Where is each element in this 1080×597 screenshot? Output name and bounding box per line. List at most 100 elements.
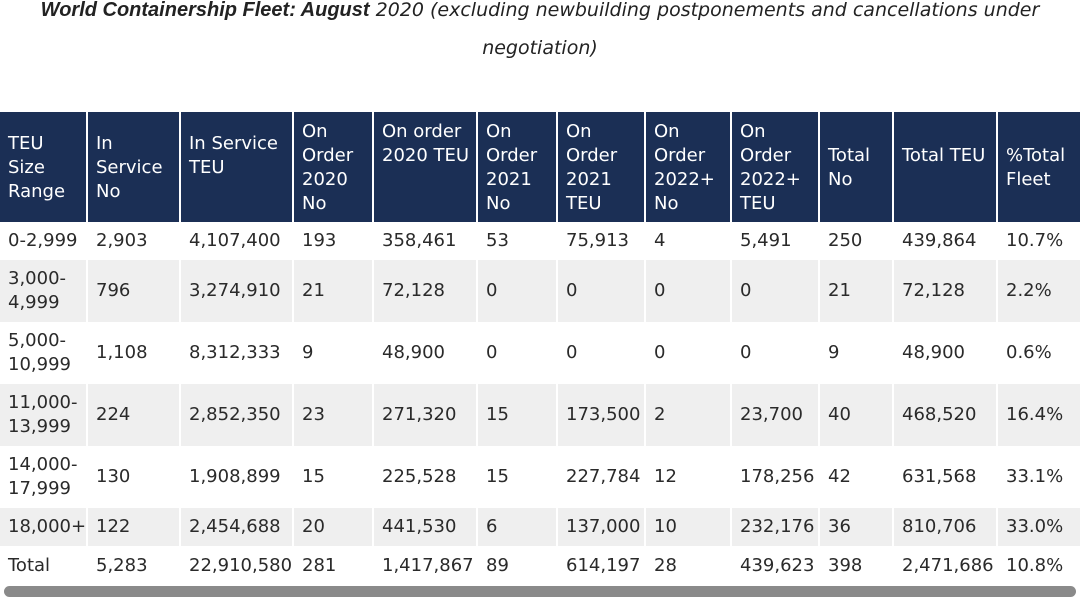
header-label: TEU Size Range xyxy=(8,133,66,202)
cell-value: 9 xyxy=(293,322,374,384)
cell-value: 8,312,333 xyxy=(180,322,294,384)
header-row: TEU Size Range In Service No In Service … xyxy=(0,112,1080,222)
cell-value: 796 xyxy=(87,260,181,322)
horizontal-scrollbar[interactable] xyxy=(4,586,1076,597)
cell-value: 178,256 xyxy=(731,446,820,508)
cell-value: 398 xyxy=(819,546,894,586)
cell-value: 2.2% xyxy=(997,260,1080,322)
cell-value: 42 xyxy=(819,446,894,508)
cell-value: 358,461 xyxy=(373,222,478,260)
cell-value: 72,128 xyxy=(373,260,478,322)
cell-value: 614,197 xyxy=(557,546,646,586)
cell-value: 4 xyxy=(645,222,732,260)
cell-value: 810,706 xyxy=(893,508,998,546)
table-row: 11,000-13,999 224 2,852,350 23 271,320 1… xyxy=(0,384,1080,446)
header-total-teu: Total TEU xyxy=(893,112,998,222)
header-teu-size-range: TEU Size Range xyxy=(0,112,88,222)
cell-value: 72,128 xyxy=(893,260,998,322)
cell-value: 441,530 xyxy=(373,508,478,546)
cell-value: 173,500 xyxy=(557,384,646,446)
header-total-no: Total No xyxy=(819,112,894,222)
title-line-2: negotiation) xyxy=(482,37,598,59)
cell-value: 89 xyxy=(477,546,558,586)
table-row: 3,000-4,999 796 3,274,910 21 72,128 0 0 … xyxy=(0,260,1080,322)
cell-value: 10.8% xyxy=(997,546,1080,586)
cell-value: 2,852,350 xyxy=(180,384,294,446)
cell-size-range: 11,000-13,999 xyxy=(0,384,88,446)
table-row: 18,000+ 122 2,454,688 20 441,530 6 137,0… xyxy=(0,508,1080,546)
fleet-table: TEU Size Range In Service No In Service … xyxy=(0,112,1080,586)
cell-value: 75,913 xyxy=(557,222,646,260)
cell-value: 9 xyxy=(819,322,894,384)
header-label: In Service No xyxy=(96,133,163,202)
cell-value: 48,900 xyxy=(893,322,998,384)
header-label: On order 2020 TEU xyxy=(382,121,470,166)
cell-value: 631,568 xyxy=(893,446,998,508)
cell-value: 10.7% xyxy=(997,222,1080,260)
title-bold-part: World Containership Fleet: August xyxy=(40,0,370,21)
cell-value: 0 xyxy=(477,260,558,322)
cell-value: 193 xyxy=(293,222,374,260)
cell-value: 21 xyxy=(293,260,374,322)
cell-value: 122 xyxy=(87,508,181,546)
cell-value: 271,320 xyxy=(373,384,478,446)
cell-value: 439,864 xyxy=(893,222,998,260)
cell-value: 15 xyxy=(477,384,558,446)
cell-value: 5,283 xyxy=(87,546,181,586)
cell-value: 33.0% xyxy=(997,508,1080,546)
cell-value: 36 xyxy=(819,508,894,546)
header-on-order-2022-no: On Order 2022+ No xyxy=(645,112,732,222)
header-on-order-2020-teu: On order 2020 TEU xyxy=(373,112,478,222)
header-label: On Order 2021 TEU xyxy=(566,121,618,214)
cell-value: 0 xyxy=(645,322,732,384)
cell-value: 1,108 xyxy=(87,322,181,384)
cell-value: 0 xyxy=(477,322,558,384)
cell-size-range: 18,000+ xyxy=(0,508,88,546)
header-in-service-teu: In Service TEU xyxy=(180,112,294,222)
header-label: Total TEU xyxy=(902,145,986,166)
cell-value: 468,520 xyxy=(893,384,998,446)
cell-total-label: Total xyxy=(0,546,88,586)
cell-value: 232,176 xyxy=(731,508,820,546)
cell-value: 48,900 xyxy=(373,322,478,384)
header-label: On Order 2022+ TEU xyxy=(740,121,801,214)
cell-value: 20 xyxy=(293,508,374,546)
cell-size-range: 5,000-10,999 xyxy=(0,322,88,384)
cell-value: 15 xyxy=(293,446,374,508)
cell-value: 22,910,580 xyxy=(180,546,294,586)
cell-value: 250 xyxy=(819,222,894,260)
header-label: Total No xyxy=(828,145,871,190)
cell-value: 2,454,688 xyxy=(180,508,294,546)
cell-value: 0.6% xyxy=(997,322,1080,384)
cell-size-range: 3,000-4,999 xyxy=(0,260,88,322)
title-rest-part: 2020 (excluding newbuilding postponement… xyxy=(369,0,1040,21)
cell-value: 12 xyxy=(645,446,732,508)
cell-size-range: 14,000-17,999 xyxy=(0,446,88,508)
header-label: In Service TEU xyxy=(189,133,278,178)
cell-value: 3,274,910 xyxy=(180,260,294,322)
cell-value: 0 xyxy=(645,260,732,322)
cell-value: 225,528 xyxy=(373,446,478,508)
cell-value: 28 xyxy=(645,546,732,586)
header-label: On Order 2022+ No xyxy=(654,121,715,214)
cell-value: 0 xyxy=(731,322,820,384)
cell-value: 0 xyxy=(557,260,646,322)
cell-value: 227,784 xyxy=(557,446,646,508)
table-row: 5,000-10,999 1,108 8,312,333 9 48,900 0 … xyxy=(0,322,1080,384)
cell-value: 137,000 xyxy=(557,508,646,546)
cell-value: 224 xyxy=(87,384,181,446)
header-label: On Order 2021 No xyxy=(486,121,538,214)
cell-value: 53 xyxy=(477,222,558,260)
cell-size-range: 0-2,999 xyxy=(0,222,88,260)
cell-value: 2,903 xyxy=(87,222,181,260)
header-on-order-2021-teu: On Order 2021 TEU xyxy=(557,112,646,222)
cell-value: 6 xyxy=(477,508,558,546)
cell-value: 2,471,686 xyxy=(893,546,998,586)
cell-value: 16.4% xyxy=(997,384,1080,446)
cell-value: 10 xyxy=(645,508,732,546)
cell-value: 40 xyxy=(819,384,894,446)
header-in-service-no: In Service No xyxy=(87,112,181,222)
cell-value: 130 xyxy=(87,446,181,508)
cell-value: 23,700 xyxy=(731,384,820,446)
cell-value: 1,908,899 xyxy=(180,446,294,508)
